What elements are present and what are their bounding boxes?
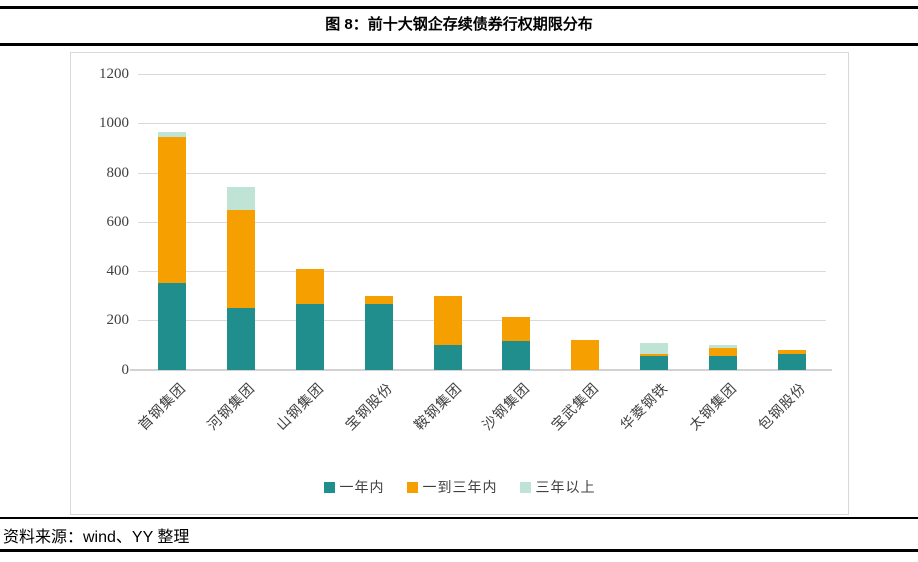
bar-segment-首钢集团-一年内 [158,283,187,370]
bar-segment-山钢集团-一到三年内 [296,268,324,305]
x-category-label: 包钢股份 [755,380,810,434]
gridline-600 [138,221,826,223]
legend-item-三年以上: 三年以上 [519,477,596,497]
bar-segment-沙钢集团-一到三年内 [502,316,531,342]
source-top-rule [0,517,918,519]
y-tick-label: 600 [106,213,130,230]
x-category-label: 宝武集团 [549,380,603,434]
x-category-label: 华菱钢铁 [618,380,672,434]
bar-segment-河钢集团-一到三年内 [227,209,256,309]
bar-segment-沙钢集团-一年内 [502,341,531,370]
y-tick-label: 800 [106,164,130,181]
legend-swatch-icon [323,481,335,493]
x-category-label: 首钢集团 [136,380,190,434]
bar-segment-首钢集团-三年以上 [158,131,187,137]
x-category-label: 沙钢集团 [480,380,534,434]
bar-segment-鞍钢集团-一到三年内 [433,295,462,346]
chart-legend: 一年内 一到三年内 三年以上 [71,477,848,497]
chart-area: 一年内 一到三年内 三年以上 0 200 400 600 800 1000 1200 首钢集团 河钢… [70,52,849,515]
bar-segment-鞍钢集团-一年内 [433,345,462,370]
x-axis-line [130,368,832,371]
bar-segment-宝钢股份-一到三年内 [364,295,393,304]
x-category-label: 太钢集团 [687,380,741,434]
gridline-400 [138,271,826,273]
y-tick-label: 200 [106,312,130,329]
figure-title: 图 8：前十大钢企存续债券行权期限分布 [325,16,593,33]
y-tick-label: 0 [121,361,130,378]
bottom-rule [0,549,918,552]
legend-label: 三年以上 [535,481,596,496]
bar-segment-包钢股份-一年内 [777,353,806,370]
x-category-label: 山钢集团 [274,380,328,434]
gridline-800 [138,172,826,174]
bar-segment-山钢集团-一年内 [296,304,324,370]
bar-segment-太钢集团-一到三年内 [708,347,737,357]
bar-segment-华菱钢铁-一年内 [640,356,668,370]
gridline-1000 [138,123,826,125]
x-category-label: 宝钢股份 [343,380,397,434]
legend-label: 一到三年内 [422,481,498,496]
gridline-200 [138,320,826,322]
gridline-1200 [138,74,826,75]
y-tick-label: 1200 [99,66,129,82]
bar-segment-河钢集团-三年以上 [227,187,256,210]
bar-segment-河钢集团-一年内 [227,308,256,370]
x-category-label: 河钢集团 [205,380,259,434]
bar-segment-太钢集团-一年内 [708,356,737,370]
bar-segment-华菱钢铁-三年以上 [640,342,668,355]
y-tick-label: 1000 [99,115,129,132]
title-underline-rule [0,43,918,46]
bar-segment-首钢集团-一到三年内 [158,136,187,284]
bar-segment-华菱钢铁-一到三年内 [640,354,668,357]
legend-swatch-icon [406,481,418,493]
bar-segment-太钢集团-三年以上 [708,345,737,348]
data-source-note: 资料来源：wind、YY 整理 [3,529,190,546]
legend-label: 一年内 [339,481,385,496]
y-tick-label: 400 [106,263,130,280]
bar-segment-包钢股份-一到三年内 [777,349,806,354]
legend-swatch-icon [519,481,531,493]
bar-segment-宝钢股份-一年内 [364,303,393,370]
top-rule [0,6,918,9]
legend-item-一到三年内: 一到三年内 [406,477,498,497]
legend-item-一年内: 一年内 [323,477,385,497]
x-category-label: 鞍钢集团 [411,380,466,434]
bar-segment-宝武集团-一到三年内 [571,340,600,370]
